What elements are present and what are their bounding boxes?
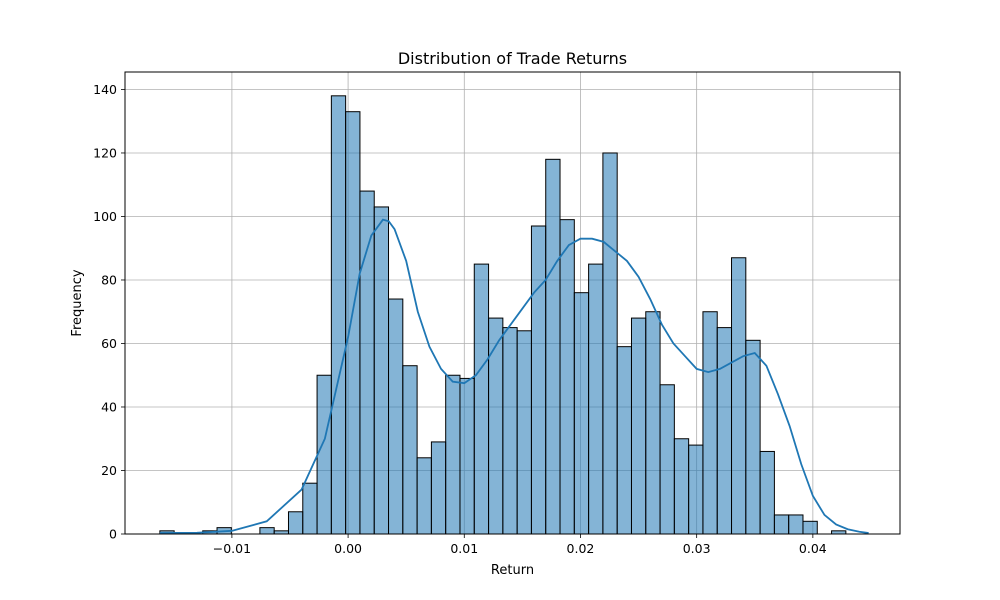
x-tick-label: 0.00 (334, 541, 362, 556)
histogram-bar (559, 219, 575, 535)
y-tick-label: 140 (93, 82, 117, 97)
x-tick-label: −0.01 (213, 541, 251, 556)
y-tick-label: 60 (101, 336, 117, 351)
y-axis-ticks: 0 20 40 60 80 100 120 140 (93, 82, 125, 542)
histogram-bar (259, 527, 275, 535)
histogram-bar (530, 225, 547, 535)
histogram-bar (302, 482, 318, 535)
histogram-bar (445, 374, 461, 535)
histogram-bar (630, 317, 647, 535)
histogram-bar (316, 374, 332, 535)
histogram-bar (488, 317, 504, 535)
histogram-bar (502, 327, 518, 535)
histogram-bar (616, 346, 632, 535)
x-tick-label: 0.02 (567, 541, 595, 556)
x-axis-label: Return (491, 563, 534, 578)
y-tick-label: 0 (109, 527, 117, 542)
grid (125, 72, 900, 535)
histogram-bar (745, 339, 761, 535)
histogram-bar (673, 438, 690, 535)
y-axis-label: Frequency (70, 269, 85, 336)
histogram-bar (430, 441, 447, 535)
histogram-bar (545, 158, 561, 535)
histogram-bar (716, 327, 733, 535)
histogram-bar (330, 95, 347, 535)
histogram-bar (402, 365, 418, 535)
histogram-bar (773, 514, 790, 535)
y-tick-label: 80 (101, 272, 117, 287)
y-tick-label: 40 (101, 399, 117, 414)
histogram-bar (459, 377, 475, 535)
kde-curve (159, 218, 869, 534)
histogram-bar (659, 384, 675, 535)
y-tick-label: 100 (93, 209, 117, 224)
histogram-bar (287, 511, 304, 535)
x-axis-ticks: −0.01 0.00 0.01 0.02 0.03 0.04 (213, 534, 827, 556)
histogram-bar (602, 152, 618, 535)
histogram-bar (516, 330, 532, 535)
chart-title: Distribution of Trade Returns (398, 49, 627, 68)
histogram-bar (645, 311, 661, 535)
histogram-bar (345, 111, 361, 535)
x-tick-label: 0.04 (799, 541, 827, 556)
histogram-bar (688, 444, 704, 535)
y-tick-label: 120 (93, 145, 117, 160)
histogram-bar (388, 298, 404, 535)
x-tick-label: 0.03 (683, 541, 711, 556)
y-tick-label: 20 (101, 463, 117, 478)
histogram-bars (159, 95, 847, 535)
x-tick-label: 0.01 (450, 541, 478, 556)
histogram-bar (373, 206, 390, 535)
histogram-bar (359, 190, 375, 535)
histogram-bar (759, 450, 775, 535)
histogram-bar (473, 263, 490, 535)
histogram-bar (788, 514, 804, 535)
histogram-bar (731, 257, 747, 535)
histogram-bar (802, 520, 818, 535)
histogram-bar (573, 292, 590, 535)
histogram-bar (416, 457, 432, 535)
plot-frame (124, 71, 901, 535)
histogram-bar (702, 311, 718, 535)
histogram-bar (588, 263, 604, 535)
